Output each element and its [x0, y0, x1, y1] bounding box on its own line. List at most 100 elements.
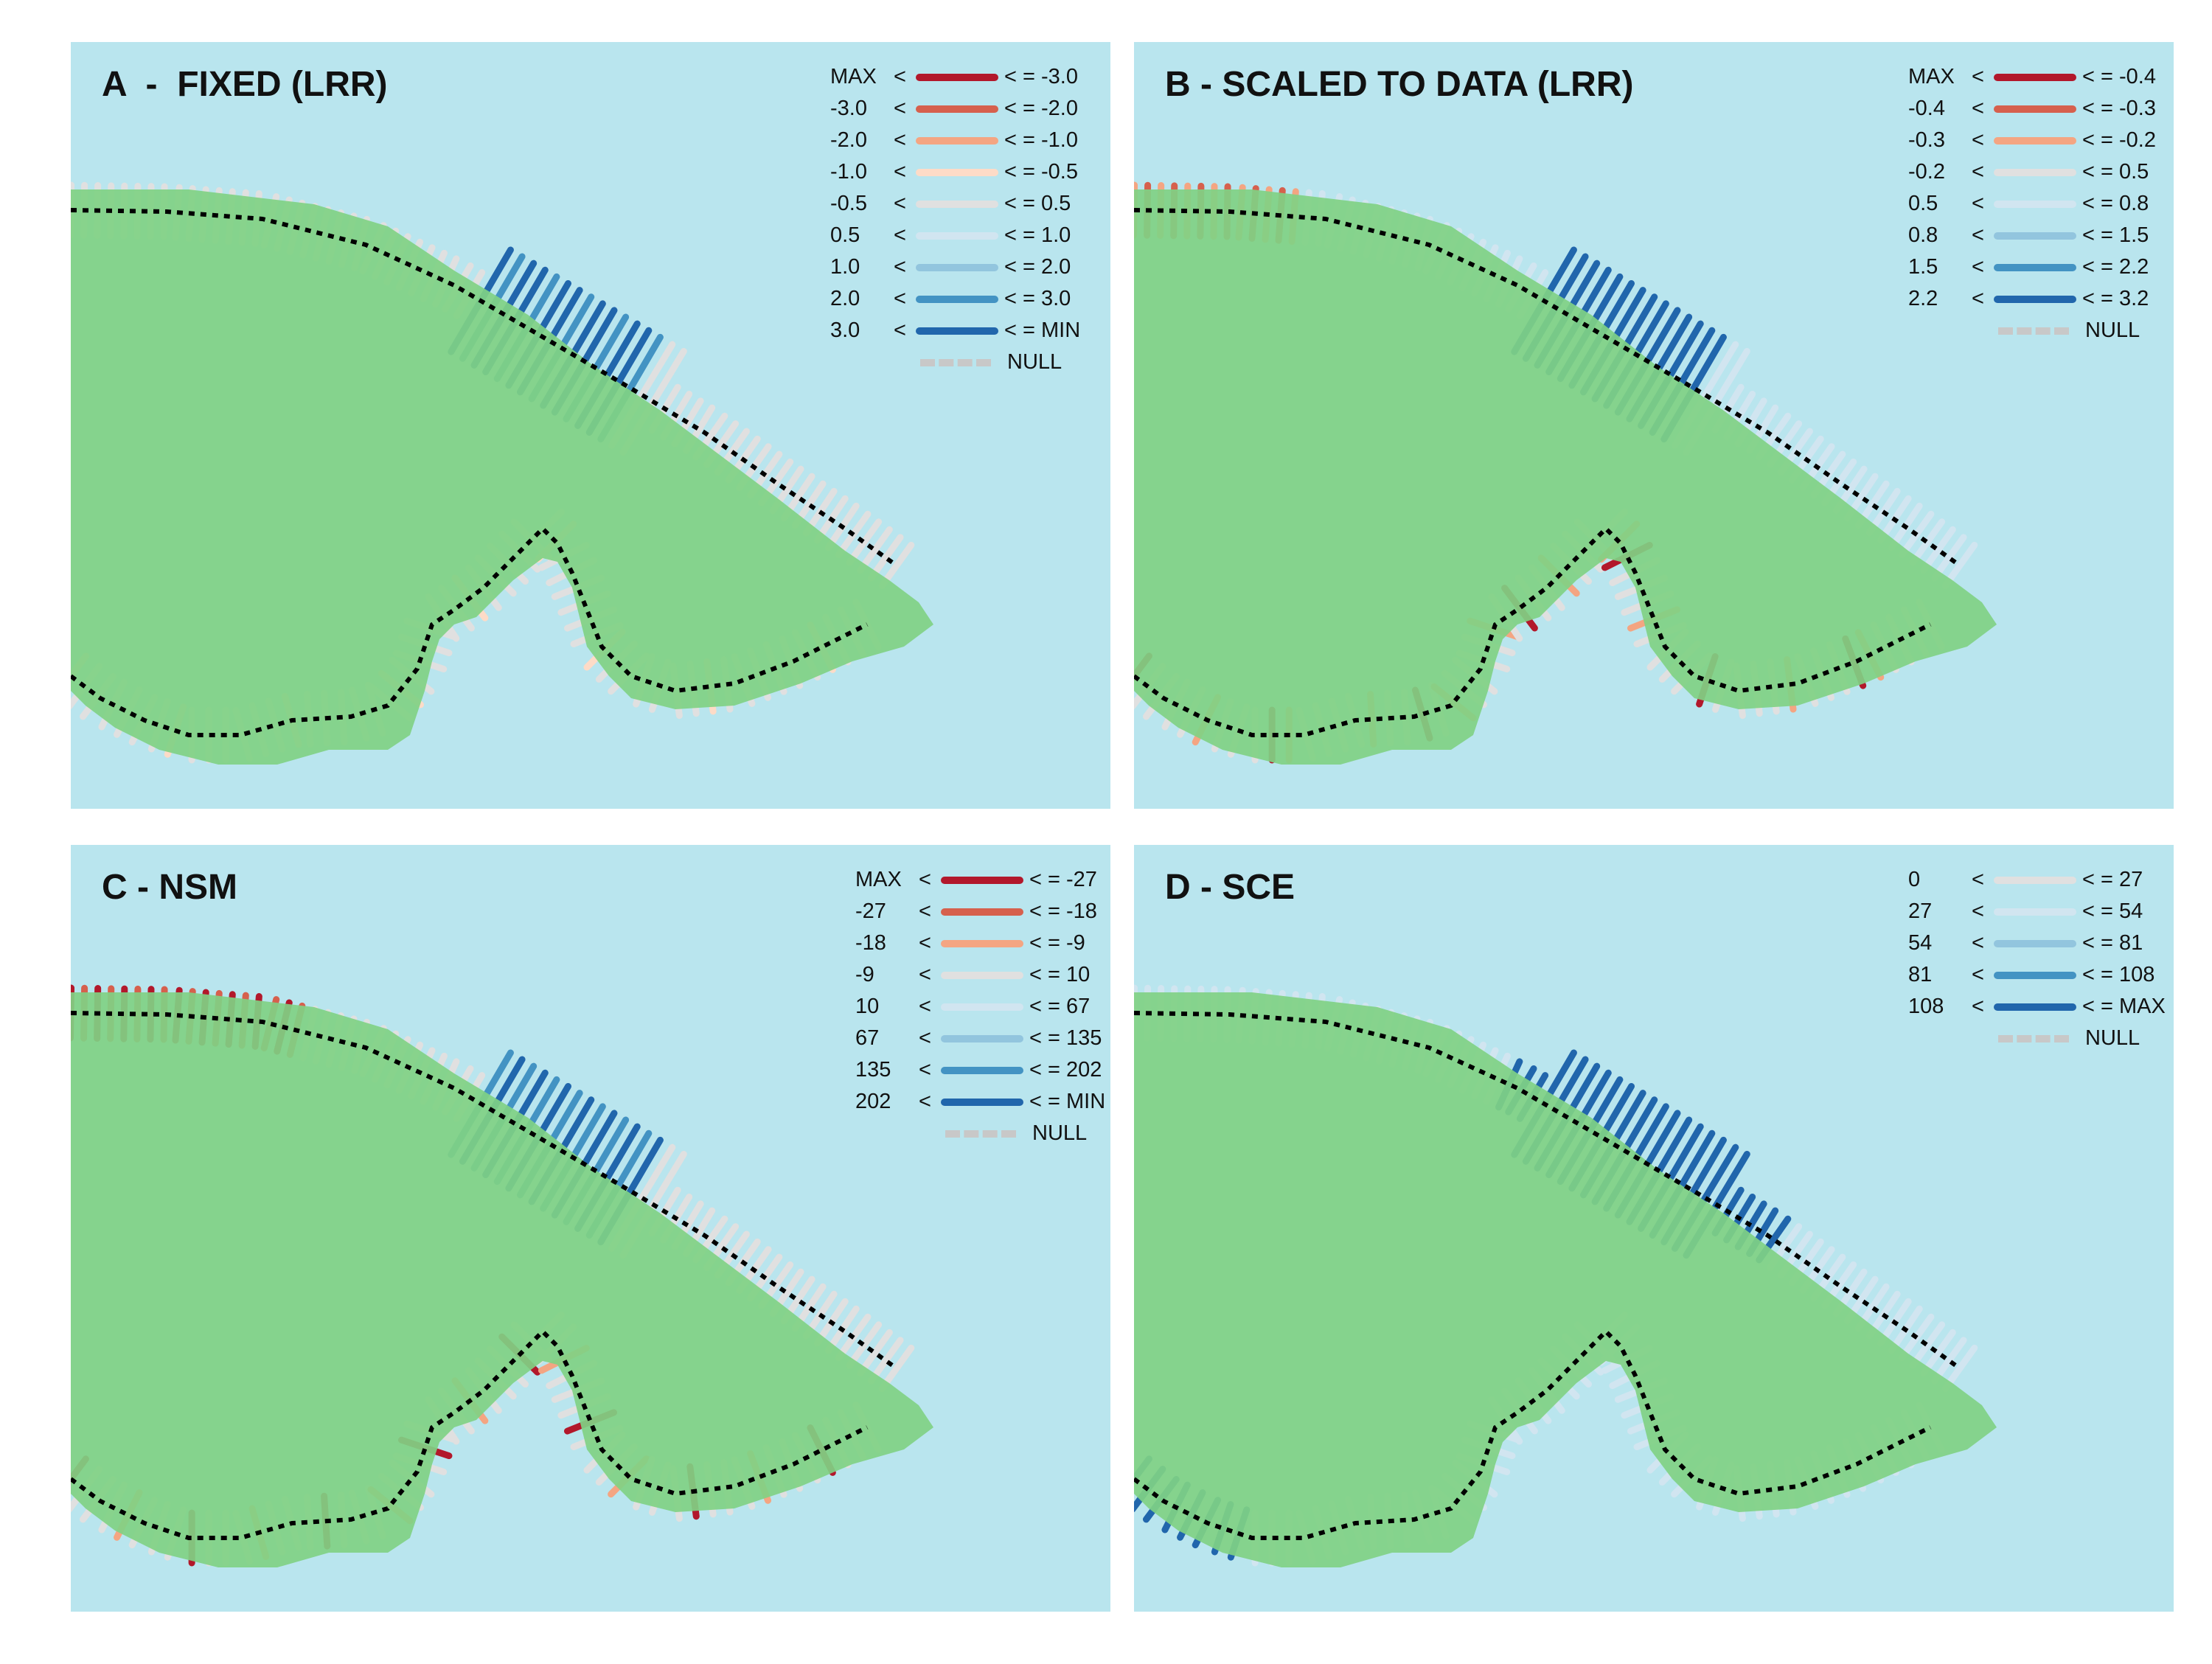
- legend-high-value: < = -0.3: [2082, 97, 2156, 120]
- legend-low-value: 0.5: [1908, 192, 1938, 215]
- legend-low-value: 54: [1908, 931, 1933, 955]
- legend-high-value: < = 108: [2082, 963, 2155, 986]
- legend-null-swatch: [945, 1129, 1016, 1138]
- legend-row: 67 < < = 135: [855, 1023, 1105, 1054]
- panel-b-title: B - SCALED TO DATA (LRR): [1165, 65, 1634, 104]
- legend-color-swatch: [1994, 73, 2076, 81]
- legend-row: 2.2 < < = 3.2: [1908, 283, 2156, 315]
- legend-lt-symbol: <: [894, 255, 906, 279]
- transect: [1909, 1321, 1946, 1369]
- panel-c-title: C - NSM: [102, 868, 237, 907]
- transect: [846, 1321, 883, 1369]
- legend-lt-symbol: <: [919, 1090, 931, 1113]
- legend-high-value: NULL: [1007, 350, 1062, 374]
- legend-low-value: -27: [855, 899, 886, 923]
- legend-row: 135 < < = 202: [855, 1054, 1105, 1086]
- legend-panel-d: 0 < < = 27 27 < < = 54 54 < < = 81 81 < < = 108 108 <…: [1908, 864, 2166, 1054]
- legend-lt-symbol: <: [894, 318, 906, 342]
- panel-d-sce: D - SCE 0 < < = 27 27 < < = 54 54 < < = 81 81 < < =…: [1134, 845, 2174, 1612]
- legend-row: -0.5 < < = 0.5: [830, 188, 1080, 220]
- legend-high-value: < = -18: [1029, 899, 1097, 923]
- legend-high-value: < = 54: [2082, 899, 2143, 923]
- legend-high-value: < = 1.0: [1004, 223, 1071, 247]
- legend-high-value: < = 67: [1029, 995, 1091, 1018]
- legend-row: NULL: [830, 347, 1080, 378]
- legend-row: MAX < < = -3.0: [830, 61, 1080, 93]
- legend-row: MAX < < = -27: [855, 864, 1105, 896]
- transect: [1920, 526, 1956, 574]
- legend-color-swatch: [1994, 168, 2076, 176]
- legend-row: 1.0 < < = 2.0: [830, 251, 1080, 283]
- legend-low-value: 0: [1908, 868, 1921, 891]
- legend-high-value: < = 1.5: [2082, 223, 2149, 247]
- transect: [868, 534, 904, 582]
- legend-lt-symbol: <: [1972, 868, 1984, 891]
- legend-low-value: 10: [855, 995, 880, 1018]
- legend-color-swatch: [916, 327, 998, 335]
- legend-row: -18 < < = -9: [855, 927, 1105, 959]
- legend-low-value: MAX: [855, 868, 902, 891]
- legend-low-value: 2.0: [830, 287, 860, 310]
- legend-low-value: -0.3: [1908, 128, 1945, 152]
- legend-color-swatch: [916, 168, 998, 176]
- panel-a-fixed-lrr: A - FIXED (LRR) MAX < < = -3.0 -3.0 < < = -2.…: [71, 42, 1110, 809]
- legend-high-value: < = 0.5: [1004, 192, 1071, 215]
- legend-low-value: 3.0: [830, 318, 860, 342]
- legend-low-value: -18: [855, 931, 886, 955]
- legend-lt-symbol: <: [894, 287, 906, 310]
- legend-low-value: -3.0: [830, 97, 867, 120]
- legend-row: 27 < < = 54: [1908, 896, 2166, 927]
- legend-high-value: < = 0.5: [2082, 160, 2149, 184]
- legend-color-swatch: [916, 136, 998, 145]
- legend-color-swatch: [916, 200, 998, 208]
- legend-lt-symbol: <: [894, 223, 906, 247]
- legend-low-value: 81: [1908, 963, 1933, 986]
- legend-lt-symbol: <: [919, 899, 931, 923]
- legend-row: -2.0 < < = -1.0: [830, 125, 1080, 156]
- legend-high-value: < = MIN: [1029, 1090, 1106, 1113]
- map-panel-a: [71, 181, 933, 765]
- baseline: [1134, 1328, 1932, 1540]
- transect: [868, 1337, 904, 1385]
- legend-lt-symbol: <: [1972, 963, 1984, 986]
- legend-color-swatch: [916, 263, 998, 271]
- legend-lt-symbol: <: [1972, 192, 1984, 215]
- legend-row: NULL: [1908, 1023, 2166, 1054]
- legend-row: NULL: [1908, 315, 2156, 347]
- legend-color-swatch: [1994, 939, 2076, 947]
- legend-high-value: < = 10: [1029, 963, 1091, 986]
- legend-high-value: < = -0.4: [2082, 65, 2156, 88]
- legend-color-swatch: [941, 876, 1023, 884]
- legend-lt-symbol: <: [1972, 899, 1984, 923]
- legend-color-swatch: [941, 1098, 1023, 1106]
- legend-high-value: < = -1.0: [1004, 128, 1078, 152]
- legend-null-swatch: [920, 358, 991, 366]
- legend-high-value: < = 81: [2082, 931, 2143, 955]
- legend-low-value: 108: [1908, 995, 1944, 1018]
- legend-high-value: < = 3.2: [2082, 287, 2149, 310]
- legend-low-value: 1.5: [1908, 255, 1938, 279]
- legend-row: NULL: [855, 1118, 1105, 1149]
- legend-row: 1.5 < < = 2.2: [1908, 251, 2156, 283]
- map-panel-b: [1134, 181, 1997, 765]
- legend-low-value: MAX: [1908, 65, 1955, 88]
- baseline: [71, 208, 898, 568]
- legend-lt-symbol: <: [1972, 160, 1984, 184]
- legend-low-value: -1.0: [830, 160, 867, 184]
- legend-row: 54 < < = 81: [1908, 927, 2166, 959]
- legend-lt-symbol: <: [919, 868, 931, 891]
- legend-high-value: < = MIN: [1004, 318, 1081, 342]
- legend-high-value: < = -0.5: [1004, 160, 1078, 184]
- legend-null-swatch: [1998, 327, 2069, 335]
- legend-panel-a: MAX < < = -3.0 -3.0 < < = -2.0 -2.0 < < = -1.0 -1…: [830, 61, 1080, 378]
- legend-color-swatch: [916, 105, 998, 113]
- legend-row: 0 < < = 27: [1908, 864, 2166, 896]
- legend-high-value: < = 27: [2082, 868, 2143, 891]
- map-panel-c: [71, 984, 933, 1567]
- land-area: [71, 189, 933, 765]
- legend-high-value: < = 0.8: [2082, 192, 2149, 215]
- baseline: [1134, 208, 1961, 568]
- legend-lt-symbol: <: [894, 128, 906, 152]
- legend-high-value: < = 2.0: [1004, 255, 1071, 279]
- transect: [1920, 1329, 1956, 1377]
